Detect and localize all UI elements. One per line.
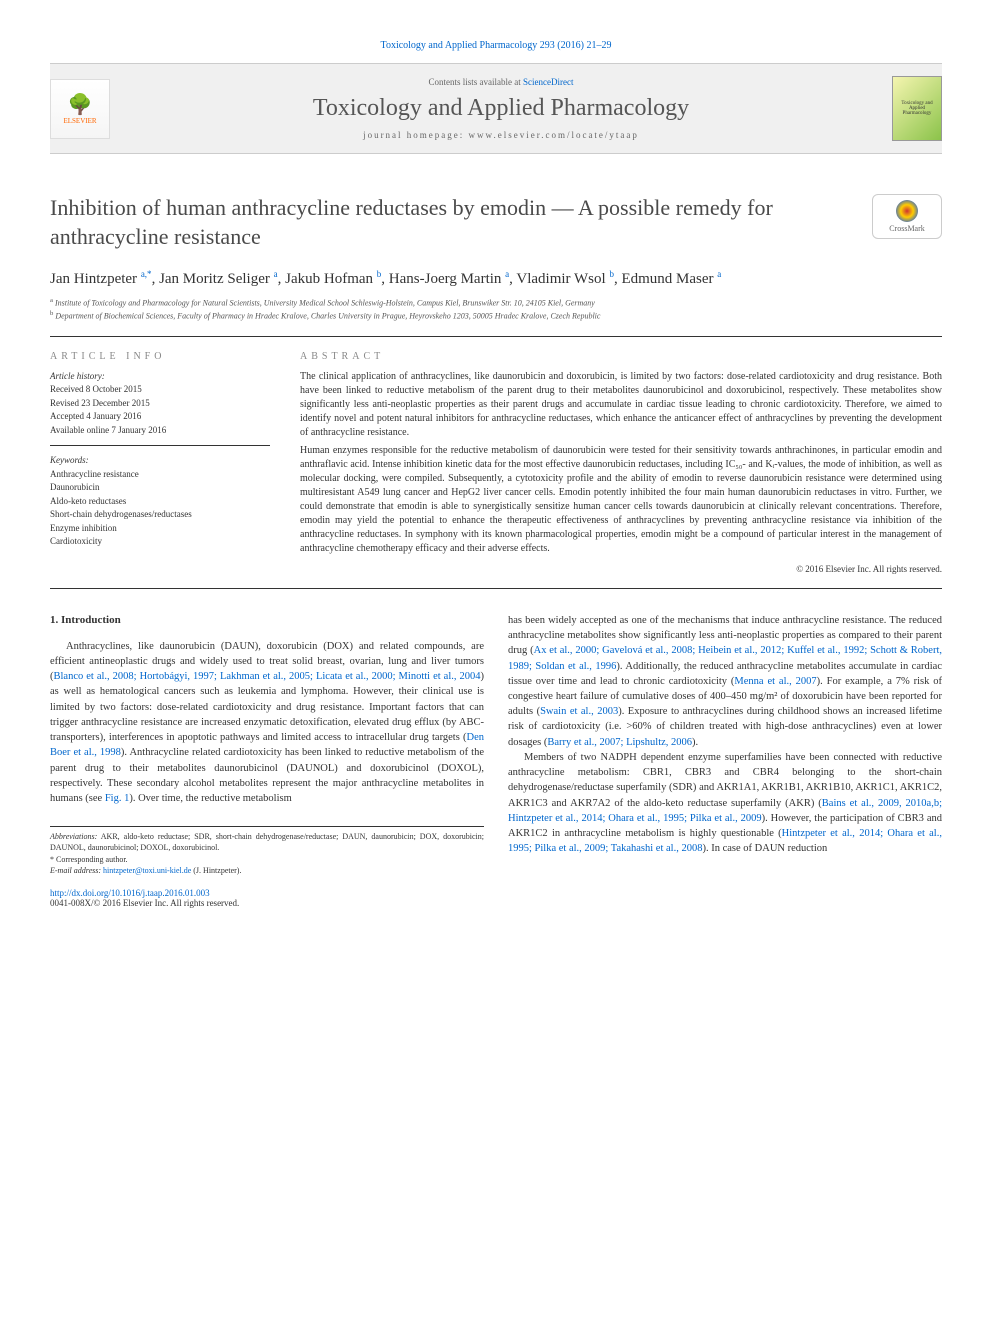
citation-link[interactable]: Menna et al., 2007: [734, 676, 816, 687]
citation-link[interactable]: Swain et al., 2003: [540, 706, 618, 717]
body-paragraph: has been widely accepted as one of the m…: [508, 613, 942, 750]
affiliation-b: b Department of Biochemical Sciences, Fa…: [50, 309, 942, 322]
keywords-block: Keywords: Anthracycline resistance Dauno…: [50, 454, 270, 549]
history-online: Available online 7 January 2016: [50, 424, 270, 438]
affiliation-a: a Institute of Toxicology and Pharmacolo…: [50, 296, 942, 309]
footnotes-block: Abbreviations: AKR, aldo-keto reductase;…: [50, 826, 484, 876]
abbreviations-footnote: Abbreviations: AKR, aldo-keto reductase;…: [50, 831, 484, 853]
keyword-item: Cardiotoxicity: [50, 535, 270, 549]
homepage-url[interactable]: www.elsevier.com/locate/ytaap: [469, 130, 639, 140]
page-root: Toxicology and Applied Pharmacology 293 …: [0, 0, 992, 948]
figure-link[interactable]: Fig. 1: [105, 793, 130, 804]
journal-title: Toxicology and Applied Pharmacology: [110, 95, 892, 122]
keyword-item: Short-chain dehydrogenases/reductases: [50, 508, 270, 522]
journal-ref-link[interactable]: Toxicology and Applied Pharmacology 293 …: [381, 40, 612, 51]
body-columns: 1. Introduction Anthracyclines, like dau…: [50, 613, 942, 876]
body-col-left: 1. Introduction Anthracyclines, like dau…: [50, 613, 484, 876]
article-title: Inhibition of human anthracycline reduct…: [50, 194, 852, 251]
email-link[interactable]: hintzpeter@toxi.uni-kiel.de: [103, 866, 191, 875]
abstract-copyright: © 2016 Elsevier Inc. All rights reserved…: [300, 564, 942, 574]
email-footnote: E-mail address: hintzpeter@toxi.uni-kiel…: [50, 865, 484, 876]
email-label: E-mail address:: [50, 866, 103, 875]
article-info-col: article info Article history: Received 8…: [50, 351, 270, 574]
contents-list-line: Contents lists available at ScienceDirec…: [110, 77, 892, 87]
keyword-item: Enzyme inhibition: [50, 522, 270, 536]
homepage-label: journal homepage:: [363, 130, 468, 140]
citation-link[interactable]: Blanco et al., 2008; Hortobágyi, 1997; L…: [54, 671, 481, 682]
article-info-label: article info: [50, 351, 270, 362]
keyword-item: Daunorubicin: [50, 481, 270, 495]
section-heading-intro: 1. Introduction: [50, 613, 484, 629]
crossmark-label: CrossMark: [889, 224, 925, 233]
history-accepted: Accepted 4 January 2016: [50, 410, 270, 424]
article-title-row: Inhibition of human anthracycline reduct…: [50, 194, 942, 251]
keyword-item: Aldo-keto reductases: [50, 495, 270, 509]
keywords-label: Keywords:: [50, 454, 270, 468]
sciencedirect-link[interactable]: ScienceDirect: [523, 77, 573, 87]
journal-header-band: 🌳 ELSEVIER Contents lists available at S…: [50, 63, 942, 154]
keyword-item: Anthracycline resistance: [50, 468, 270, 482]
abstract-col: abstract The clinical application of ant…: [300, 351, 942, 574]
abbreviations-text: AKR, aldo-keto reductase; SDR, short-cha…: [50, 832, 484, 852]
citation-link[interactable]: Barry et al., 2007; Lipshultz, 2006: [547, 737, 692, 748]
journal-homepage: journal homepage: www.elsevier.com/locat…: [110, 130, 892, 140]
divider-bottom: [50, 588, 942, 589]
crossmark-icon: [896, 200, 918, 222]
abbreviations-label: Abbreviations:: [50, 832, 97, 841]
article-history-block: Article history: Received 8 October 2015…: [50, 370, 270, 447]
body-col-right: has been widely accepted as one of the m…: [508, 613, 942, 876]
history-received: Received 8 October 2015: [50, 383, 270, 397]
journal-cover-thumb: Toxicology and Applied Pharmacology: [892, 76, 942, 141]
affiliations: a Institute of Toxicology and Pharmacolo…: [50, 296, 942, 322]
abstract-p1: The clinical application of anthracyclin…: [300, 370, 942, 440]
body-paragraph: Anthracyclines, like daunorubicin (DAUN)…: [50, 639, 484, 806]
history-label: Article history:: [50, 370, 270, 384]
doi-block: http://dx.doi.org/10.1016/j.taap.2016.01…: [50, 888, 239, 908]
journal-reference: Toxicology and Applied Pharmacology 293 …: [50, 40, 942, 51]
contents-prefix: Contents lists available at: [429, 77, 523, 87]
doi-link[interactable]: http://dx.doi.org/10.1016/j.taap.2016.01…: [50, 888, 210, 898]
info-abstract-row: article info Article history: Received 8…: [50, 351, 942, 574]
abstract-text: The clinical application of anthracyclin…: [300, 370, 942, 556]
elsevier-logo: 🌳 ELSEVIER: [50, 79, 110, 139]
crossmark-badge[interactable]: CrossMark: [872, 194, 942, 239]
header-center: Contents lists available at ScienceDirec…: [110, 77, 892, 140]
authors-line: Jan Hintzpeter a,*, Jan Moritz Seliger a…: [50, 269, 942, 288]
body-paragraph: Members of two NADPH dependent enzyme su…: [508, 750, 942, 857]
divider-top: [50, 336, 942, 337]
abstract-label: abstract: [300, 351, 942, 362]
rights-line: 0041-008X/© 2016 Elsevier Inc. All right…: [50, 898, 239, 908]
history-revised: Revised 23 December 2015: [50, 397, 270, 411]
elsevier-tree-icon: 🌳: [68, 92, 93, 117]
abstract-p2: Human enzymes responsible for the reduct…: [300, 444, 942, 556]
page-footer: http://dx.doi.org/10.1016/j.taap.2016.01…: [50, 888, 942, 908]
email-suffix: (J. Hintzpeter).: [191, 866, 241, 875]
corresponding-author-footnote: * Corresponding author.: [50, 854, 484, 865]
elsevier-name: ELSEVIER: [63, 117, 96, 125]
